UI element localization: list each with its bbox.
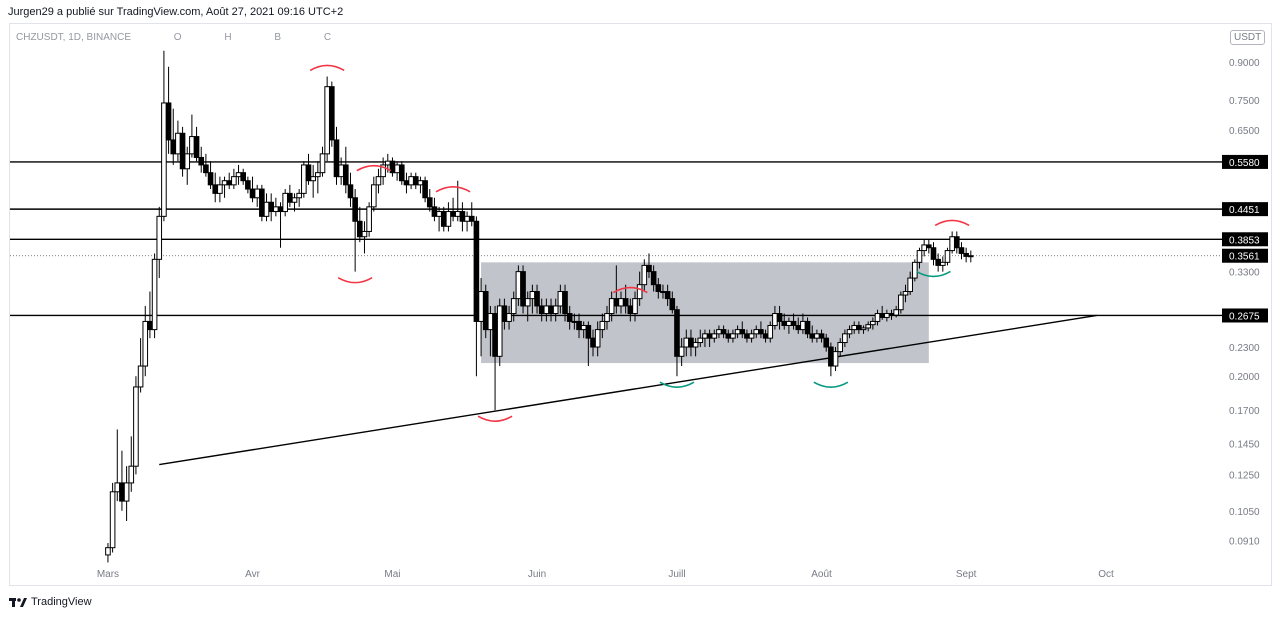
- ohlc-low-label: B: [274, 32, 282, 43]
- chart-frame: [9, 23, 1272, 586]
- ohlc-open-label: O: [173, 32, 182, 43]
- tradingview-logo-icon: [9, 598, 27, 607]
- ohlc-high-label: H: [224, 32, 232, 43]
- footer-brand[interactable]: TradingView: [31, 596, 92, 608]
- currency-badge[interactable]: USDT: [1230, 30, 1266, 45]
- symbol-info: CHZUSDT, 1D, BINANCE O H B C: [16, 32, 335, 43]
- symbol-ticker[interactable]: CHZUSDT, 1D, BINANCE: [16, 32, 132, 43]
- publish-info: Jurgen29 a publié sur TradingView.com, A…: [8, 6, 344, 18]
- footer: TradingView: [9, 596, 92, 608]
- ohlc-close-label: C: [323, 32, 332, 43]
